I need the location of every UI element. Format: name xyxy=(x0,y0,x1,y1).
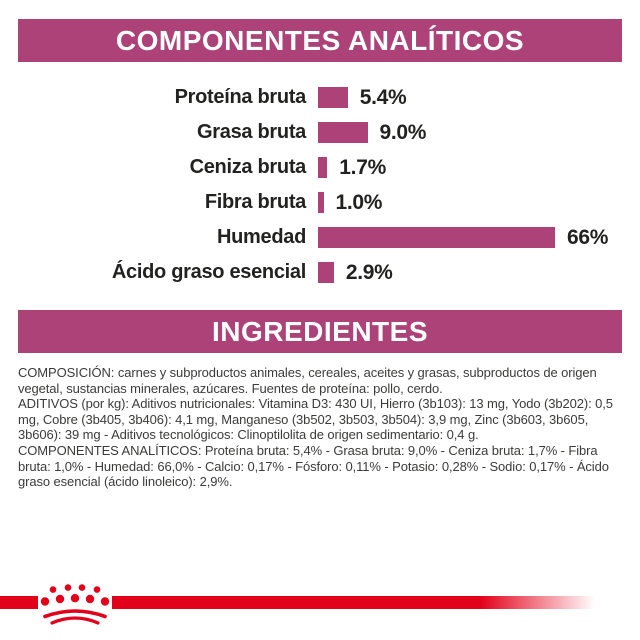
ingredients-title: INGREDIENTES xyxy=(211,315,429,347)
royal-canin-crown-icon xyxy=(40,584,110,625)
chart-value-label: 9.0% xyxy=(379,120,427,144)
chart-row: Humedad 66% xyxy=(18,220,622,255)
chart-row: Fibra bruta 1.0% xyxy=(18,185,622,220)
chart-bar xyxy=(318,262,334,283)
additives-paragraph: ADITIVOS (por kg): Aditivos nutricionale… xyxy=(18,396,613,443)
chart-category-label: Humedad xyxy=(216,226,306,248)
analytical-components-bar-chart: Proteína bruta 5.4% Grasa bruta 9.0% Ceniza … xyxy=(18,80,622,290)
chart-value-label: 2.9% xyxy=(345,260,393,284)
brand-red-band-right xyxy=(112,596,640,609)
analytical-components-title: COMPONENTES ANALÍTICOS xyxy=(115,24,525,56)
chart-value-label: 1.0% xyxy=(335,190,383,214)
chart-row: Grasa bruta 9.0% xyxy=(18,115,622,150)
chart-bar xyxy=(318,87,348,108)
chart-category-label: Grasa bruta xyxy=(197,121,306,143)
chart-category-label: Ácido graso esencial xyxy=(111,261,306,283)
chart-value-label: 66% xyxy=(567,225,609,249)
chart-row: Proteína bruta 5.4% xyxy=(18,80,622,115)
chart-category-label: Fibra bruta xyxy=(204,191,306,213)
chart-value-label: 1.7% xyxy=(339,155,386,179)
chart-bar xyxy=(318,192,324,213)
brand-red-band-left xyxy=(0,596,38,609)
chart-category-label: Proteína bruta xyxy=(174,86,307,108)
analytical-constituents-paragraph: COMPONENTES ANALÍTICOS: Proteína bruta: … xyxy=(18,442,609,490)
composition-paragraph: COMPOSICIÓN: carnes y subproductos anima… xyxy=(18,365,597,396)
chart-row: Ácido graso esencial 2.9% xyxy=(18,255,622,290)
chart-category-label: Ceniza bruta xyxy=(189,156,307,178)
chart-row: Ceniza bruta 1.7% xyxy=(18,150,622,185)
ingredients-text-block: COMPOSICIÓN: carnes y subproductos anima… xyxy=(18,365,624,490)
chart-bar xyxy=(318,157,328,178)
chart-bar xyxy=(318,122,368,143)
chart-value-label: 5.4% xyxy=(359,85,407,109)
chart-bar xyxy=(318,227,555,248)
analytical-components-banner: COMPONENTES ANALÍTICOS xyxy=(18,19,622,62)
ingredients-banner: INGREDIENTES xyxy=(18,310,622,353)
